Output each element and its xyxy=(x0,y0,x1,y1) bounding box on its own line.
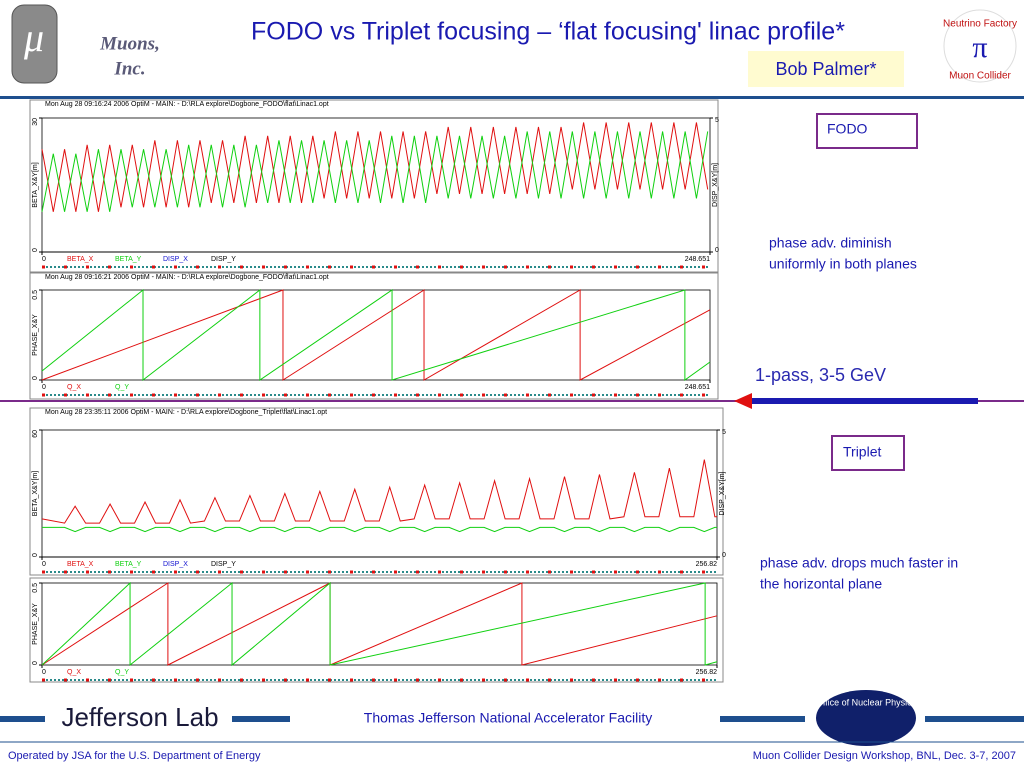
x-tick-label: 0 xyxy=(42,256,46,263)
legend-entry: BETA_Y xyxy=(115,256,142,263)
plot-header: Mon Aug 28 09:16:24 2006 OptiM - MAIN: -… xyxy=(45,101,329,108)
plot-area xyxy=(41,582,718,666)
legend-entry: BETA_X xyxy=(67,256,94,263)
triplet-box xyxy=(831,435,905,471)
footer-right: Muon Collider Design Workshop, BNL, Dec.… xyxy=(753,750,1016,762)
legend-entry: Q_X xyxy=(67,669,81,676)
y-tick-label: 0 xyxy=(32,248,39,252)
pass-label: 1-pass, 3-5 GeV xyxy=(755,365,886,385)
nf-logo-bottom: Muon Collider xyxy=(949,71,1011,82)
y2-tick-label: 0 xyxy=(722,552,726,559)
legend-entry: DISP_Y xyxy=(211,256,236,263)
series-line xyxy=(41,131,709,212)
legend-entry: DISP_X xyxy=(163,561,188,568)
header-rule xyxy=(0,96,1024,99)
legend-entry: DISP_Y xyxy=(211,561,236,568)
author: Bob Palmer* xyxy=(775,59,876,79)
series-line xyxy=(41,459,717,524)
footer-bar xyxy=(232,716,290,722)
onp-logo xyxy=(816,690,916,746)
y-axis-label: BETA_X&Y[m] xyxy=(32,162,39,207)
y-axis-label: BETA_X&Y[m] xyxy=(32,471,39,516)
slide-title: FODO vs Triplet focusing – ‘flat focusin… xyxy=(251,18,845,46)
fodo-box xyxy=(816,113,918,149)
y2-tick-label: 0 xyxy=(715,247,719,254)
y2-tick-label: 5 xyxy=(722,429,726,436)
series-line xyxy=(41,288,711,382)
series-line xyxy=(42,526,717,533)
y2-tick-label: 5 xyxy=(715,117,719,124)
plot-area xyxy=(41,289,711,381)
onp-logo-text: Office of Nuclear Physics xyxy=(816,697,917,707)
y-tick-label: 60 xyxy=(32,430,39,438)
legend-entry: BETA_X xyxy=(67,561,94,568)
note: the horizontal plane xyxy=(760,576,882,592)
x-tick-label: 256.82 xyxy=(696,669,718,676)
legend-entry: Q_X xyxy=(67,384,81,391)
y2-axis-label: DISP_X&Y[m] xyxy=(712,163,719,207)
fodo-label: FODO xyxy=(827,121,868,137)
note: phase adv. diminish xyxy=(769,235,892,251)
y-tick-label: 0 xyxy=(32,553,39,557)
author-box xyxy=(748,51,904,87)
series-line xyxy=(41,122,709,212)
x-tick-label: 0 xyxy=(42,384,46,391)
note: phase adv. drops much faster in xyxy=(760,555,958,571)
x-tick-label: 256.82 xyxy=(696,561,718,568)
y-tick-label: 0.5 xyxy=(32,583,39,593)
org-name: Muons, xyxy=(99,33,160,54)
triplet-label: Triplet xyxy=(843,444,881,460)
series-line xyxy=(41,289,711,381)
nf-logo-symbol: π xyxy=(972,31,987,64)
y-tick-label: 0 xyxy=(32,376,39,380)
plot-frame xyxy=(29,272,719,400)
legend-entry: BETA_Y xyxy=(115,561,142,568)
y-tick-label: 30 xyxy=(32,118,39,126)
plot-frame xyxy=(29,577,724,683)
legend-entry: Q_Y xyxy=(115,669,129,676)
x-tick-label: 248.651 xyxy=(685,256,710,263)
mu-symbol: μ xyxy=(23,15,44,60)
plot-header: Mon Aug 28 23:35:11 2006 OptiM - MAIN: -… xyxy=(45,409,327,416)
footer-bar xyxy=(720,716,805,722)
footer-bar xyxy=(925,716,1024,722)
x-tick-label: 0 xyxy=(42,561,46,568)
y-axis-label: PHASE_X&Y xyxy=(32,314,39,356)
mu-logo xyxy=(11,4,58,84)
arrow-shaft xyxy=(748,398,978,404)
y2-axis-label: DISP_X&Y[m] xyxy=(719,471,726,515)
arrow-head xyxy=(734,393,752,409)
y-tick-label: 0.5 xyxy=(32,290,39,300)
footer-bar xyxy=(0,716,45,722)
y-tick-label: 0 xyxy=(32,661,39,665)
nf-logo-top: Neutrino Factory xyxy=(943,19,1017,30)
facility: Thomas Jefferson National Accelerator Fa… xyxy=(364,710,652,726)
note: uniformly in both planes xyxy=(769,256,917,272)
legend-entry: DISP_X xyxy=(163,256,188,263)
series-line xyxy=(41,581,718,667)
nf-logo xyxy=(943,9,1017,83)
y-axis-label: PHASE_X&Y xyxy=(32,603,39,645)
footer-left: Operated by JSA for the U.S. Department … xyxy=(8,750,261,762)
x-tick-label: 248.651 xyxy=(685,384,710,391)
x-tick-label: 0 xyxy=(42,669,46,676)
plot-header: Mon Aug 28 09:16:21 2006 OptiM - MAIN: -… xyxy=(45,274,329,281)
plot-frame xyxy=(29,99,719,273)
org-name: Inc. xyxy=(113,58,145,79)
legend-entry: Q_Y xyxy=(115,384,129,391)
plot-frame xyxy=(29,407,724,576)
jlab-logo: Jefferson Lab xyxy=(61,702,218,732)
